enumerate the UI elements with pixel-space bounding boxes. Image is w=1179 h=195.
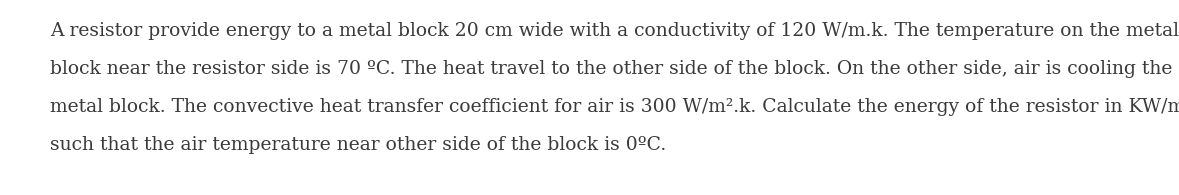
Text: metal block. The convective heat transfer coefficient for air is 300 W/m².k. Cal: metal block. The convective heat transfe… [50,98,1179,116]
Text: such that the air temperature near other side of the block is 0ºC.: such that the air temperature near other… [50,136,666,154]
Text: A resistor provide energy to a metal block 20 cm wide with a conductivity of 120: A resistor provide energy to a metal blo… [50,22,1179,40]
Text: block near the resistor side is 70 ºC. The heat travel to the other side of the : block near the resistor side is 70 ºC. T… [50,60,1172,78]
